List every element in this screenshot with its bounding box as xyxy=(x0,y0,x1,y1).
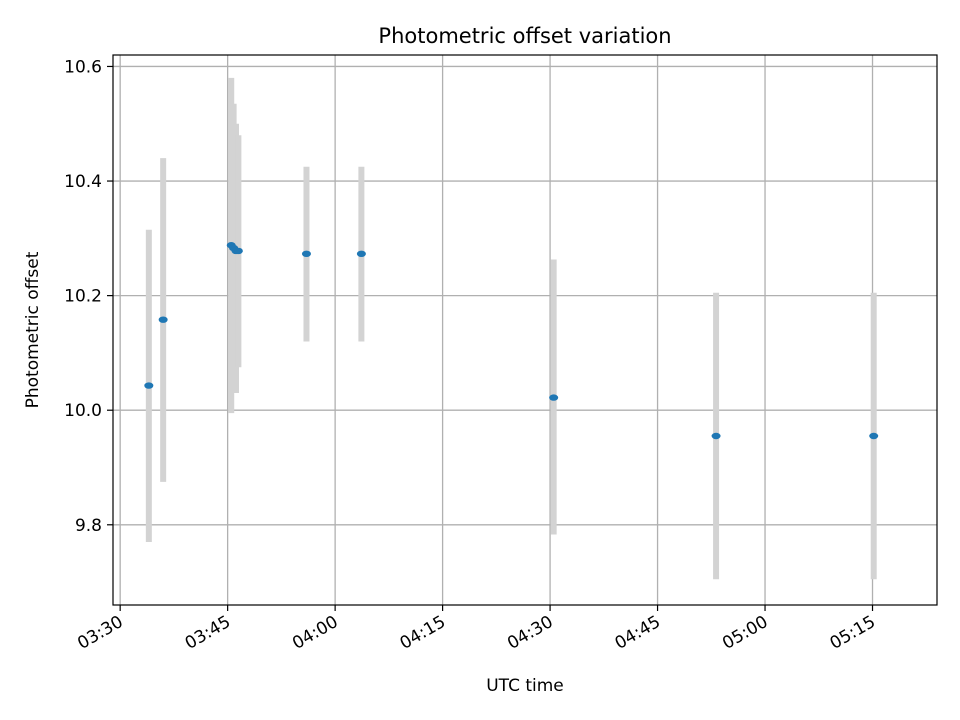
data-points xyxy=(144,242,879,440)
y-tick-label: 10.6 xyxy=(64,57,102,77)
data-point xyxy=(549,394,559,401)
y-tick-label: 9.8 xyxy=(75,516,102,536)
data-point xyxy=(233,247,243,255)
x-tick-label: 05:15 xyxy=(827,612,879,654)
y-tick-label: 10.4 xyxy=(64,172,102,192)
x-tick-label: 04:00 xyxy=(289,612,341,654)
data-point xyxy=(356,250,366,258)
chart-title: Photometric offset variation xyxy=(378,24,671,48)
data-point xyxy=(144,382,154,389)
y-tick-label: 10.2 xyxy=(64,287,102,307)
data-point xyxy=(869,432,879,440)
x-tick-label: 03:30 xyxy=(74,612,126,654)
x-tick-label: 03:45 xyxy=(182,612,234,654)
data-point xyxy=(711,432,721,440)
plot-frame xyxy=(112,54,938,606)
x-axis-title: UTC time xyxy=(486,676,564,696)
data-point xyxy=(301,250,311,258)
x-axis: 03:30 03:45 04:00 04:15 04:30 04:45 05:00 05:15 xyxy=(74,605,879,654)
y-axis-title: Photometric offset xyxy=(23,251,43,408)
data-point xyxy=(158,316,168,323)
x-tick-label: 04:45 xyxy=(612,612,664,654)
x-tick-label: 05:00 xyxy=(719,612,771,654)
y-tick-label: 10.0 xyxy=(64,401,102,421)
x-tick-label: 04:30 xyxy=(504,612,556,654)
x-tick-label: 04:15 xyxy=(397,612,449,654)
y-axis: 9.8 10.0 10.2 10.4 10.6 xyxy=(64,57,113,536)
grid xyxy=(113,55,937,605)
